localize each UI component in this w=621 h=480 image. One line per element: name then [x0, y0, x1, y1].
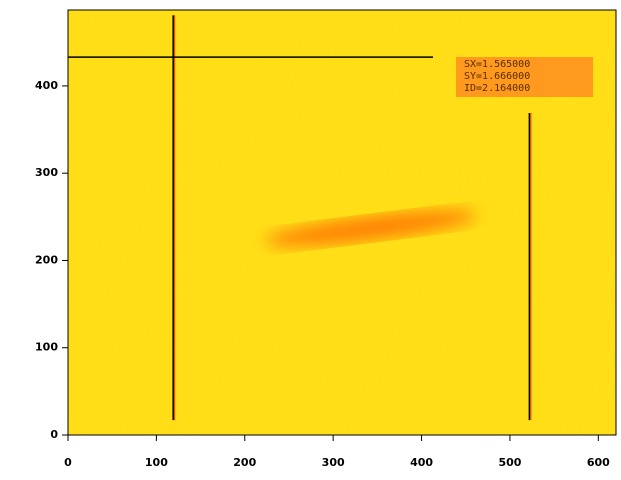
y-tick-label: 400: [35, 79, 58, 92]
info-line: ID=2.164000: [464, 83, 530, 94]
x-tick-label: 400: [410, 456, 433, 469]
x-tick-label: 500: [498, 456, 521, 469]
plot-frame: [67, 9, 617, 436]
y-tick-label: 200: [35, 253, 58, 266]
y-tick-label: 0: [50, 428, 58, 441]
x-tick-label: 100: [145, 456, 168, 469]
x-tick-label: 200: [233, 456, 256, 469]
streak: [265, 210, 477, 246]
info-line: SY=1.666000: [464, 71, 530, 82]
x-tick-label: 0: [64, 456, 72, 469]
y-tick-label: 300: [35, 166, 58, 179]
x-tick-label: 600: [587, 456, 610, 469]
y-tick-label: 100: [35, 341, 58, 354]
info-line: SX=1.565000: [464, 59, 530, 70]
x-tick-label: 300: [322, 456, 345, 469]
info-box-background: [456, 57, 593, 97]
